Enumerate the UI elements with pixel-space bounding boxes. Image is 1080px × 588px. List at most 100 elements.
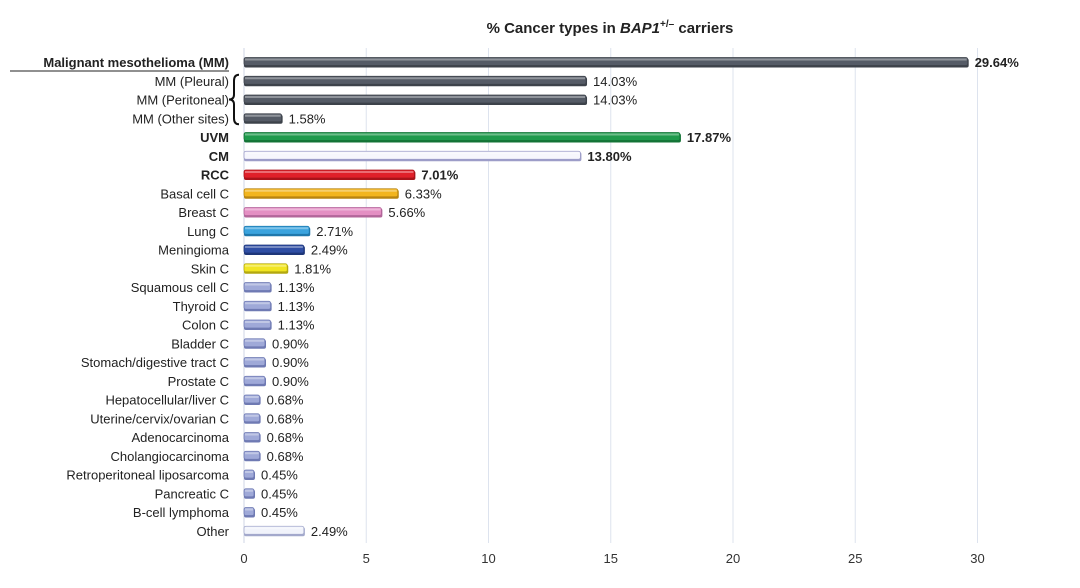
value-label: 0.90% (272, 355, 309, 370)
category-label: Pancreatic C (155, 486, 229, 501)
bar-highlight (245, 152, 580, 155)
bar-highlight (245, 227, 309, 230)
bar (243, 432, 261, 441)
bar (243, 394, 261, 404)
bar-highlight (245, 527, 303, 530)
bar-highlight (245, 96, 586, 98)
bar-highlight (245, 396, 259, 398)
category-label: Breast C (178, 205, 229, 220)
bar (243, 169, 415, 179)
bar (243, 338, 266, 348)
value-label: 2.49% (311, 524, 348, 539)
bar (243, 282, 272, 291)
category-label: B-cell lymphoma (133, 505, 230, 520)
chart-title-superscript: +/– (660, 19, 675, 30)
category-label: Cholangiocarcinoma (110, 449, 229, 464)
bar (243, 57, 969, 66)
category-label: Meningioma (158, 243, 230, 258)
bar-highlight (245, 133, 679, 136)
category-label: Malignant mesothelioma (MM) (43, 55, 229, 70)
bar-highlight (245, 189, 397, 192)
category-label: Bladder C (171, 336, 229, 351)
category-label: MM (Other sites) (132, 111, 229, 126)
category-label: UVM (200, 130, 229, 145)
category-label: Stomach/digestive tract C (81, 355, 229, 370)
chart-title-gene: BAP1 (619, 20, 660, 37)
bar (243, 207, 382, 216)
bar (243, 150, 581, 160)
value-label: 17.87% (687, 130, 732, 145)
value-label: 29.64% (975, 55, 1020, 70)
bar (243, 488, 255, 498)
chart-title-suffix: carriers (674, 20, 734, 37)
bar (243, 375, 266, 385)
value-label: 1.13% (278, 299, 315, 314)
bar (243, 225, 310, 235)
value-label: 2.71% (316, 224, 353, 239)
bar-highlight (245, 246, 303, 248)
bar (243, 319, 272, 329)
bar (243, 300, 272, 310)
category-label: Colon C (182, 318, 229, 333)
category-label: Skin C (191, 261, 229, 276)
bar (243, 132, 681, 141)
category-label: Basal cell C (160, 186, 229, 201)
value-label: 0.90% (272, 374, 309, 389)
category-label: MM (Pleural) (155, 74, 229, 89)
bar (243, 113, 283, 123)
bar-highlight (245, 452, 259, 455)
category-label: Other (196, 524, 229, 539)
value-label: 5.66% (388, 205, 425, 220)
bar-highlight (245, 114, 281, 117)
x-tick-label: 20 (726, 551, 740, 566)
value-label: 1.58% (289, 111, 326, 126)
bar (243, 244, 305, 254)
value-label: 0.45% (261, 486, 298, 501)
bar (243, 413, 261, 423)
bar (243, 75, 587, 85)
bar-highlight (245, 302, 270, 305)
bar-highlight (245, 471, 254, 473)
chart-title: % Cancer types in BAP1+/– carriers (360, 19, 860, 37)
bar-highlight (245, 283, 270, 286)
value-label: 0.68% (267, 393, 304, 408)
value-label: 1.13% (278, 280, 315, 295)
bar-highlight (245, 377, 265, 380)
value-label: 0.68% (267, 411, 304, 426)
value-label: 0.45% (261, 505, 298, 520)
value-label: 0.90% (272, 336, 309, 351)
category-label: Adenocarcinoma (131, 430, 229, 445)
bar-highlight (245, 171, 414, 173)
category-label: CM (209, 149, 229, 164)
value-label: 0.45% (261, 468, 298, 483)
value-label: 6.33% (405, 186, 442, 201)
category-label: Retroperitoneal liposarcoma (66, 468, 229, 483)
x-tick-label: 15 (604, 551, 618, 566)
category-label: RCC (201, 168, 230, 183)
bar-highlight (245, 208, 381, 211)
bar (243, 507, 255, 516)
bar-highlight (245, 339, 265, 342)
x-tick-label: 0 (240, 551, 247, 566)
bar-highlight (245, 414, 259, 417)
category-label: Uterine/cervix/ovarian C (90, 411, 229, 426)
bar-highlight (245, 77, 586, 80)
x-tick-label: 5 (363, 551, 370, 566)
category-label: Thyroid C (173, 299, 229, 314)
category-label: Squamous cell C (131, 280, 229, 295)
bar-highlight (245, 358, 265, 361)
bar (243, 450, 261, 460)
bar-highlight (245, 508, 254, 511)
bar (243, 357, 266, 366)
value-label: 14.03% (593, 74, 638, 89)
bar-highlight (245, 321, 270, 323)
category-label: Prostate C (168, 374, 229, 389)
bar (243, 188, 399, 198)
x-tick-label: 10 (481, 551, 495, 566)
bar (243, 263, 288, 273)
bar (243, 469, 255, 479)
value-label: 1.81% (294, 261, 331, 276)
bar (243, 94, 587, 104)
